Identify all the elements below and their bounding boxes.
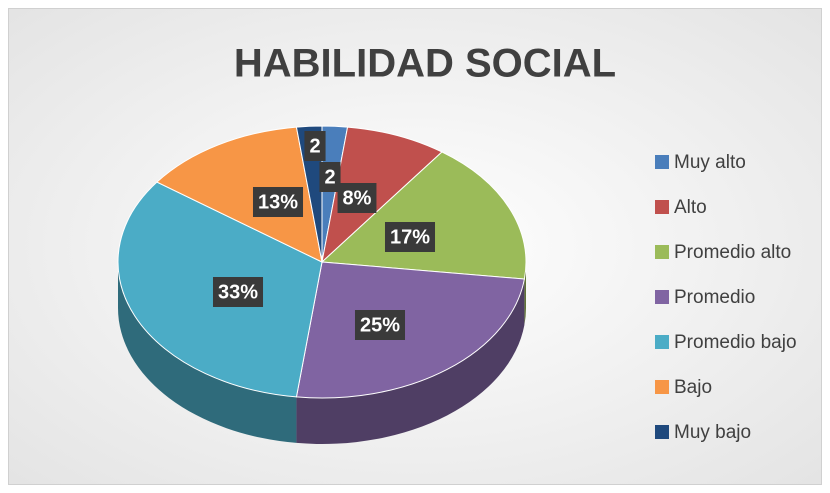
data-label: 13% [258, 191, 298, 213]
data-label-box [384, 222, 436, 252]
data-label: 25% [360, 314, 400, 336]
data-label: 33% [218, 281, 258, 303]
data-label-box [354, 310, 406, 340]
chart-title: HABILIDAD SOCIAL [234, 42, 616, 86]
data-label: 2 [309, 135, 320, 157]
data-label: 8% [343, 187, 372, 209]
legend: Muy alto Alto Promedio alto Promedio Promedi… [655, 152, 797, 443]
data-label: 2 [324, 166, 335, 188]
legend-swatch [655, 155, 669, 169]
data-label-box [337, 183, 377, 213]
data-labels: 2 8% 17% 25% 33% 13% 2 [212, 131, 436, 340]
data-label-box [252, 187, 304, 217]
slice [321, 126, 443, 264]
data-label-box [304, 131, 326, 161]
legend-label: Promedio bajo [674, 332, 797, 353]
slice-side [296, 279, 525, 445]
legend-label: Bajo [674, 377, 712, 398]
legend-label: Promedio [674, 287, 755, 308]
legend-swatch [655, 335, 669, 349]
slice-side [118, 262, 297, 443]
data-label-box [212, 277, 264, 307]
legend-label: Promedio alto [674, 242, 791, 263]
data-label-box [319, 162, 341, 192]
legend-swatch [655, 380, 669, 394]
legend-swatch [655, 290, 669, 304]
legend-swatch [655, 245, 669, 259]
slice [295, 261, 525, 399]
legend-label: Alto [674, 197, 707, 218]
legend-label: Muy alto [674, 152, 746, 173]
data-label: 17% [390, 226, 430, 248]
slice [156, 126, 323, 263]
slice [320, 151, 527, 280]
legend-label: Muy bajo [674, 422, 751, 443]
legend-swatch [655, 425, 669, 439]
legend-swatch [655, 200, 669, 214]
